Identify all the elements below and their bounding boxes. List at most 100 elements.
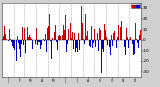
Bar	[7, 40, 8, 65]
Bar	[62, 35, 63, 40]
Bar	[116, 40, 117, 48]
Bar	[19, 40, 20, 49]
Bar	[88, 40, 89, 51]
Bar	[40, 40, 41, 49]
Bar	[97, 33, 98, 40]
Bar	[67, 40, 68, 44]
Bar	[85, 14, 86, 40]
Bar	[9, 29, 10, 40]
Bar	[118, 25, 119, 40]
Bar	[105, 30, 106, 40]
Bar	[129, 39, 130, 40]
Bar	[30, 37, 31, 40]
Bar	[95, 40, 96, 47]
Bar	[134, 40, 135, 54]
Bar	[79, 40, 80, 50]
Bar	[55, 25, 56, 40]
Bar	[112, 40, 113, 46]
Bar	[120, 27, 121, 40]
Bar	[111, 35, 112, 40]
Bar	[51, 40, 52, 59]
Bar	[57, 40, 58, 50]
Bar	[124, 40, 125, 47]
Bar	[73, 40, 74, 49]
Bar	[17, 36, 18, 40]
Bar	[96, 30, 97, 40]
Bar	[106, 37, 107, 40]
Bar	[131, 40, 132, 50]
Bar	[110, 40, 111, 55]
Bar	[35, 40, 36, 44]
Bar	[71, 38, 72, 40]
Bar	[86, 36, 87, 40]
Bar	[18, 40, 19, 43]
Bar	[82, 23, 83, 40]
Bar	[36, 28, 37, 40]
Bar	[15, 40, 16, 51]
Bar	[6, 39, 7, 40]
Bar	[74, 33, 75, 40]
Bar	[125, 40, 126, 54]
Bar	[70, 23, 71, 40]
Bar	[59, 35, 60, 40]
Bar	[117, 37, 118, 40]
Bar	[26, 36, 27, 40]
Bar	[28, 37, 29, 40]
Bar	[77, 40, 78, 52]
Bar	[8, 40, 9, 41]
Bar	[113, 33, 114, 40]
Bar	[63, 25, 64, 40]
Bar	[14, 40, 15, 50]
Bar	[25, 40, 26, 53]
Bar	[102, 40, 103, 49]
Bar	[23, 40, 24, 45]
Bar	[80, 33, 81, 40]
Bar	[3, 36, 4, 40]
Bar	[103, 40, 104, 52]
Bar	[98, 40, 99, 51]
Bar	[126, 28, 127, 40]
Bar	[99, 28, 100, 40]
Legend: , : ,	[131, 3, 140, 8]
Bar	[137, 40, 138, 43]
Bar	[4, 26, 5, 40]
Bar	[27, 27, 28, 40]
Bar	[49, 14, 50, 40]
Bar	[41, 40, 42, 45]
Bar	[22, 27, 23, 40]
Bar	[121, 21, 122, 40]
Bar	[92, 40, 93, 48]
Bar	[12, 40, 13, 46]
Bar	[43, 39, 44, 40]
Bar	[46, 40, 47, 52]
Bar	[68, 29, 69, 40]
Bar	[75, 40, 76, 52]
Bar	[87, 31, 88, 40]
Bar	[136, 39, 137, 40]
Bar	[89, 40, 90, 46]
Bar	[128, 40, 129, 48]
Bar	[44, 40, 45, 41]
Bar	[16, 40, 17, 61]
Bar	[10, 39, 11, 40]
Bar	[11, 40, 12, 42]
Bar	[115, 29, 116, 40]
Bar	[69, 37, 70, 40]
Bar	[93, 40, 94, 43]
Bar	[58, 36, 59, 40]
Bar	[109, 40, 110, 47]
Bar	[60, 36, 61, 40]
Bar	[5, 34, 6, 40]
Bar	[32, 40, 33, 49]
Bar	[66, 40, 67, 52]
Bar	[139, 22, 140, 40]
Bar	[72, 32, 73, 40]
Bar	[114, 31, 115, 40]
Bar	[78, 33, 79, 40]
Bar	[54, 32, 55, 40]
Bar	[84, 40, 85, 44]
Bar	[65, 15, 66, 40]
Bar	[133, 40, 134, 56]
Bar	[101, 40, 102, 73]
Bar	[52, 38, 53, 40]
